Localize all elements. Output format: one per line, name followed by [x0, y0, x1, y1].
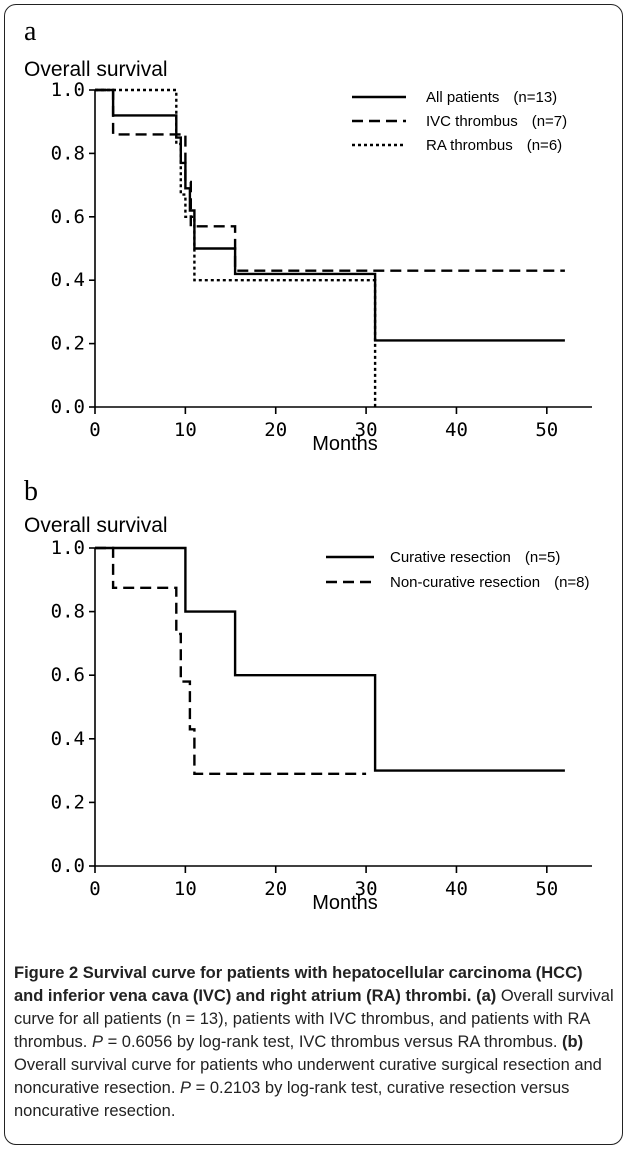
x-tick-label: 50 [535, 878, 558, 900]
x-tick-label: 20 [264, 878, 287, 900]
y-tick-label: 0.0 [51, 396, 85, 418]
x-tick-label: 40 [445, 419, 468, 441]
caption-part-b-p-symbol: P [180, 1079, 192, 1097]
panel-a-y-axis-label: Overall survival [24, 58, 168, 81]
caption-part-b-p-text: = 0.2103 by log-rank test, curative rese… [14, 1079, 570, 1120]
caption-part-a-label: (a) [476, 987, 497, 1005]
caption-part-b-text: Overall survival curve for patients who … [14, 1056, 602, 1097]
x-tick-label: 50 [535, 419, 558, 441]
panel-b-curves [95, 546, 565, 775]
legend-series-n: (n=13) [513, 89, 557, 106]
caption-part-b-label: (b) [562, 1033, 584, 1051]
y-tick-label: 0.6 [51, 206, 85, 228]
y-tick-label: 0.6 [51, 664, 85, 686]
legend-label: All patients (n=13) [426, 89, 557, 106]
legend-label: Non-curative resection (n=8) [390, 574, 590, 591]
legend-label: RA thrombus (n=6) [426, 137, 562, 154]
y-tick-label: 0.0 [51, 855, 85, 877]
panel-b-label: b [24, 476, 38, 507]
caption-part-a-p-symbol: P [91, 1033, 103, 1051]
x-tick-label: 20 [264, 419, 287, 441]
legend-label: Curative resection (n=5) [390, 549, 560, 566]
x-tick-label: 0 [89, 878, 100, 900]
legend-series-name: RA thrombus [426, 137, 513, 154]
legend-series-name: All patients [426, 89, 499, 106]
legend-series-n: (n=5) [525, 549, 560, 566]
y-tick-label: 0.8 [51, 142, 85, 164]
caption-part-a-p-text: = 0.6056 by log-rank test, IVC thrombus … [107, 1033, 558, 1051]
legend-label: IVC thrombus (n=7) [426, 113, 567, 130]
y-tick-label: 1.0 [51, 537, 85, 559]
caption-figure-label: Figure 2 [14, 964, 79, 982]
legend-series-n: (n=8) [554, 574, 589, 591]
figure-frame [4, 4, 623, 1145]
panel-b-x-axis-label: Months [312, 892, 378, 914]
caption-part-a-text: Overall survival curve for all patients … [14, 987, 614, 1051]
panel-b-y-axis-label: Overall survival [24, 514, 168, 537]
y-tick-label: 0.4 [51, 269, 85, 291]
panel-a-curves [95, 88, 565, 407]
x-tick-label: 0 [89, 419, 100, 441]
y-tick-label: 0.8 [51, 601, 85, 623]
caption-title: Survival curve for patients with hepatoc… [14, 964, 583, 1005]
survival-curve-dashed [95, 88, 565, 272]
survival-curve-solid [95, 546, 565, 772]
y-tick-label: 0.4 [51, 728, 85, 750]
panel-b: b Overall survival Months 0.00.20.40.60.… [24, 476, 592, 914]
legend-series-n: (n=6) [527, 137, 562, 154]
legend-series-name: Curative resection [390, 549, 511, 566]
legend-series-n: (n=7) [532, 113, 567, 130]
panel-b-legend: Curative resection (n=5) Non-curative rese… [326, 549, 590, 591]
x-tick-label: 30 [355, 878, 378, 900]
survival-curve-dotted [95, 88, 377, 407]
x-tick-label: 10 [174, 419, 197, 441]
x-tick-label: 30 [355, 419, 378, 441]
panel-a-label: a [24, 16, 37, 47]
y-tick-label: 1.0 [51, 79, 85, 101]
legend-series-name: Non-curative resection [390, 574, 540, 591]
survival-curve-solid [95, 88, 565, 342]
legend-series-name: IVC thrombus [426, 113, 518, 130]
panel-a-legend: All patients (n=13) IVC thrombus (n=7) RA th… [352, 89, 567, 154]
x-tick-label: 10 [174, 878, 197, 900]
survival-curve-dashed [95, 546, 367, 775]
figure-caption: Figure 2 Survival curve for patients wit… [14, 962, 614, 1123]
figure-charts: a Overall survival Months 0.00.20.40.60.… [24, 16, 592, 914]
panel-a: a Overall survival Months 0.00.20.40.60.… [24, 16, 592, 455]
panel-a-x-axis-label: Months [312, 433, 378, 455]
y-tick-label: 0.2 [51, 791, 85, 813]
y-tick-label: 0.2 [51, 333, 85, 355]
panel-a-axes: 0.0 0.2 0.4 0.6 0.8 1.0 0 10 20 30 40 50 [51, 79, 592, 441]
panel-b-axes: 0.0 0.2 0.4 0.6 0.8 1.0 0 10 20 30 40 50 [51, 537, 592, 900]
x-tick-label: 40 [445, 878, 468, 900]
